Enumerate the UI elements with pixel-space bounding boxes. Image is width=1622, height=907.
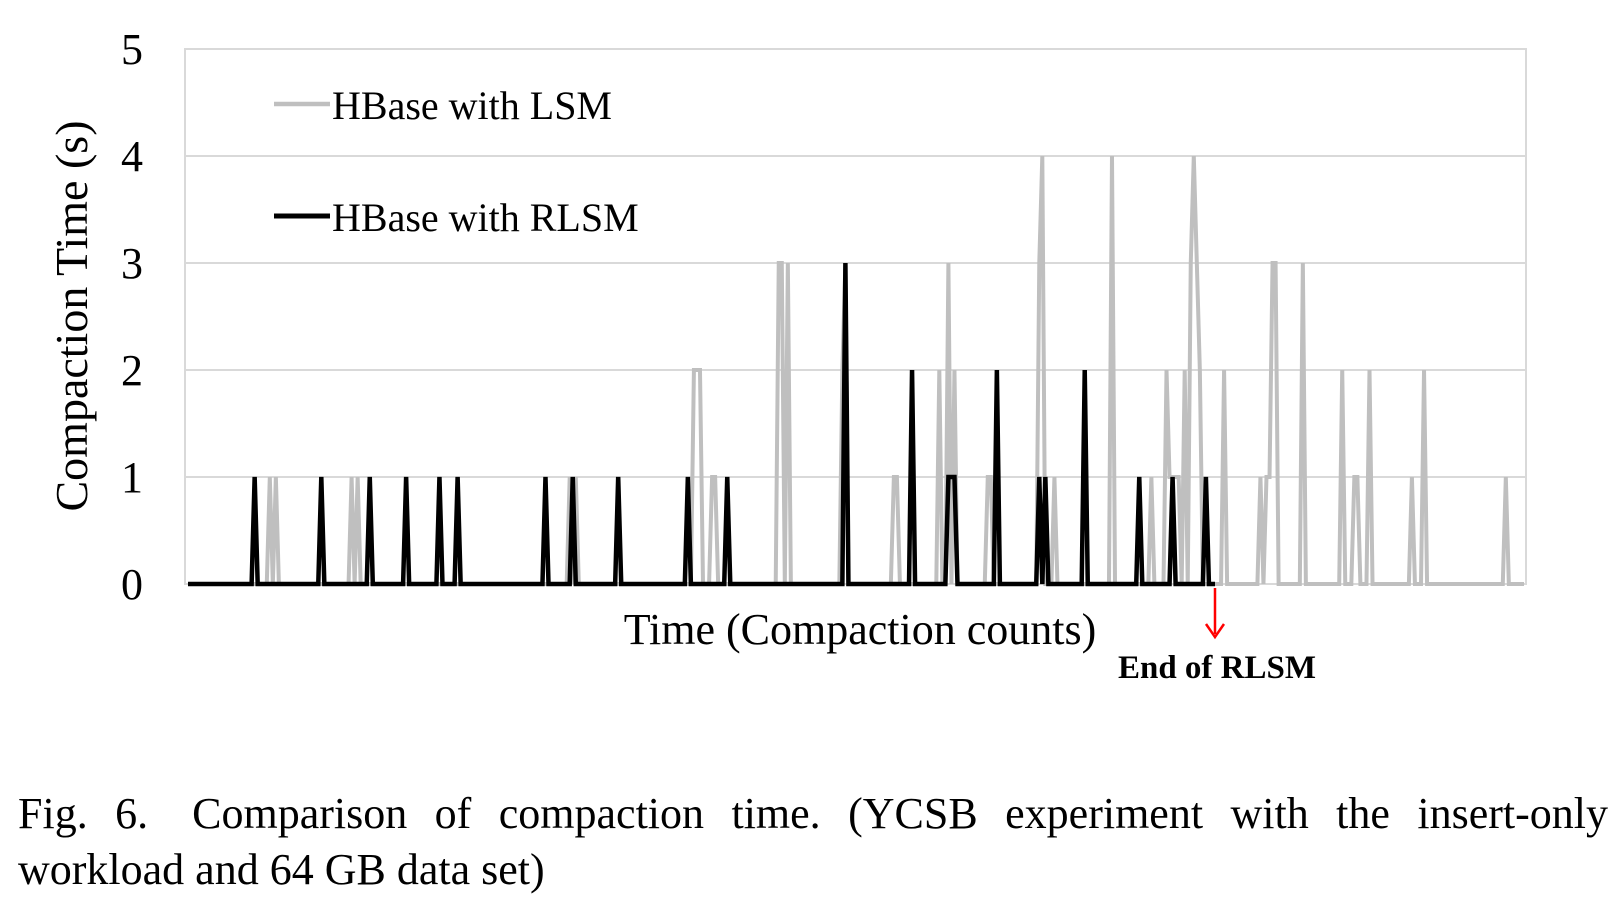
legend-label-lsm: HBase with LSM	[332, 83, 612, 128]
caption-text: Comparison of compaction time. (YCSB exp…	[18, 789, 1608, 894]
figure-caption: Fig. 6. Comparison of compaction time. (Y…	[18, 786, 1608, 898]
series-lines	[188, 155, 1524, 587]
y-tick-label: 5	[121, 25, 143, 74]
y-axis-label: Compaction Time (s)	[46, 120, 97, 511]
y-tick-label: 3	[121, 239, 143, 288]
y-tick-label: 4	[121, 132, 143, 181]
legend-label-rlsm: HBase with RLSM	[332, 195, 639, 240]
series-line-rlsm	[188, 262, 1215, 587]
compaction-time-chart: 0 1 2 3 4 5 HBase with LSM HBase with RLSM Co…	[46, 25, 1527, 686]
annotation-arrowhead-icon	[1204, 623, 1226, 640]
y-tick-labels: 0 1 2 3 4 5	[121, 25, 143, 609]
y-tick-label: 2	[121, 346, 143, 395]
plot-area-frame	[184, 48, 1527, 585]
y-tick-label: 0	[121, 560, 143, 609]
figure-label: Fig. 6.	[18, 789, 149, 838]
y-tick-label: 1	[121, 453, 143, 502]
x-axis-label: Time (Compaction counts)	[624, 605, 1097, 654]
end-of-rlsm-annotation: End of RLSM	[1118, 588, 1316, 686]
annotation-label: End of RLSM	[1118, 650, 1316, 686]
legend: HBase with LSM HBase with RLSM	[274, 83, 639, 240]
